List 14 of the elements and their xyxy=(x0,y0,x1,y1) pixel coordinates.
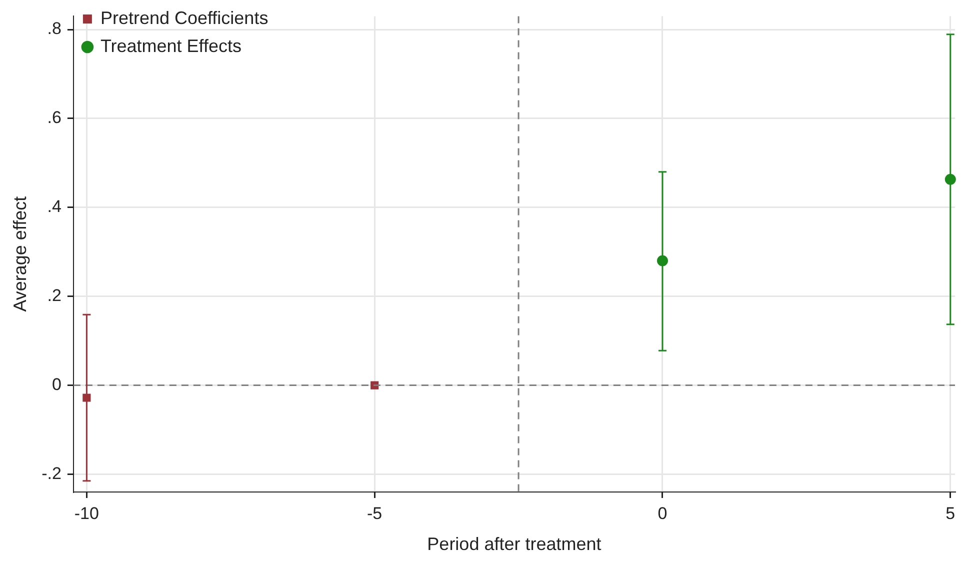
legend-label: Treatment Effects xyxy=(100,36,242,56)
x-tick-label: 0 xyxy=(658,504,668,523)
x-tick-label: 5 xyxy=(946,504,956,523)
x-tick-label: -10 xyxy=(74,504,99,523)
y-axis-title: Average effect xyxy=(10,196,30,312)
legend-label: Pretrend Coefficients xyxy=(100,8,268,28)
y-tick-label: .8 xyxy=(47,19,62,38)
y-tick-label: .6 xyxy=(47,108,62,128)
x-tick-label: -5 xyxy=(367,504,382,523)
y-tick-label: 0 xyxy=(52,374,62,394)
y-tick-label: .2 xyxy=(47,286,62,306)
y-tick-label: .4 xyxy=(47,197,62,216)
x-axis-title: Period after treatment xyxy=(427,534,602,554)
y-tick-label: -.2 xyxy=(42,464,62,483)
